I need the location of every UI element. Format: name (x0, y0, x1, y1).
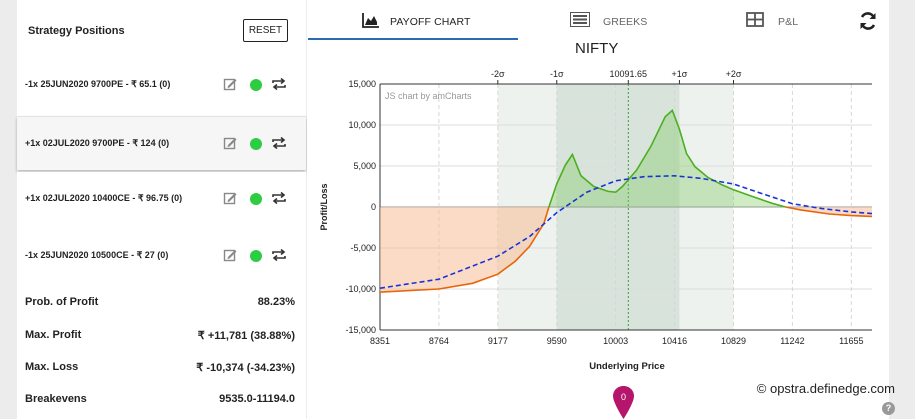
edit-icon[interactable] (222, 247, 238, 263)
tab-pnl[interactable]: P&L (737, 0, 837, 40)
strategy-positions-header: Strategy Positions RESET (17, 0, 306, 58)
copyright-text: © opstra.definedge.com (756, 381, 895, 396)
active-status-dot[interactable] (250, 79, 262, 91)
edit-icon[interactable] (222, 135, 238, 151)
x-tick-label: 11242 (780, 336, 804, 346)
stat-label: Max. Profit (25, 329, 82, 341)
tab-payoff-chart[interactable]: PAYOFF CHART (307, 0, 518, 40)
swap-icon[interactable] (271, 247, 287, 263)
stat-label: Max. Loss (25, 361, 79, 373)
swap-icon[interactable] (271, 190, 287, 206)
position-row[interactable]: -1x 25JUN2020 10500CE - ₹ 27 (0) (17, 229, 306, 283)
chart-panel: PAYOFF CHART GREEKS P&L NIFTY 15,000 10,0… (307, 0, 889, 419)
chart-title: NIFTY (575, 40, 619, 57)
swap-icon[interactable] (271, 76, 287, 92)
reset-button[interactable]: RESET (243, 19, 288, 42)
breakevens-row: Breakevens 9535.0-11194.0 (17, 389, 306, 409)
payoff-line-profit (548, 109, 786, 208)
stat-value: 88.23% (257, 296, 295, 308)
tab-greeks[interactable]: GREEKS (522, 0, 682, 40)
active-status-dot[interactable] (250, 193, 262, 205)
x-tick-label: 10416 (662, 336, 687, 346)
list-icon (570, 12, 590, 27)
x-tick-label: 10003 (603, 336, 628, 346)
x-tick-label: 9590 (547, 336, 567, 346)
payoff-line-loss (379, 206, 550, 293)
x-tick-label: 8764 (429, 336, 449, 346)
help-icon[interactable]: ? (882, 402, 895, 415)
prob-of-profit-row: Prob. of Profit 88.23% (17, 292, 306, 312)
pin-marker[interactable]: 0 (612, 385, 635, 419)
y-tick-label: -5,000 (350, 243, 376, 253)
x-tick-label: 10829 (721, 336, 746, 346)
sigma-label: +2σ (726, 69, 742, 79)
max-loss-row: Max. Loss ₹ -10,374 (-34.23%) (17, 357, 306, 377)
stat-value: ₹ +11,781 (38.88%) (197, 330, 295, 342)
sigma-label: -2σ (491, 69, 505, 79)
sigma-label: +1σ (672, 69, 688, 79)
y-tick-label: 5,000 (353, 161, 376, 171)
panel-title: Strategy Positions (28, 25, 125, 37)
table-icon (746, 12, 764, 27)
position-label: -1x 25JUN2020 9700PE - ₹ 65.1 (0) (25, 79, 171, 89)
max-profit-row: Max. Profit ₹ +11,781 (38.88%) (17, 325, 306, 345)
loss-area (380, 207, 549, 293)
area-chart-icon (362, 13, 379, 28)
position-row[interactable]: +1x 02JUL2020 9700PE - ₹ 124 (0) (17, 116, 306, 170)
y-tick-label: 15,000 (348, 79, 376, 89)
tab-label: PAYOFF CHART (390, 16, 471, 28)
sigma-label: -1σ (550, 69, 564, 79)
position-label: +1x 02JUL2020 10400CE - ₹ 96.75 (0) (25, 193, 183, 203)
y-axis-label: Profit/Loss (319, 183, 329, 230)
active-status-dot[interactable] (250, 250, 262, 262)
active-tab-indicator (308, 38, 518, 40)
edit-icon[interactable] (222, 190, 238, 206)
x-tick-label: 8351 (370, 336, 390, 346)
payoff-line-loss (785, 206, 873, 218)
position-row[interactable]: +1x 02JUL2020 10400CE - ₹ 96.75 (0) (17, 172, 306, 226)
y-tick-label: -15,000 (345, 325, 376, 335)
position-row[interactable]: -1x 25JUN2020 9700PE - ₹ 65.1 (0) (17, 58, 306, 112)
loss-area (785, 207, 872, 217)
sigma-label: 10091.65 (610, 69, 648, 79)
tab-label: P&L (778, 16, 799, 28)
stat-value: 9535.0-11194.0 (219, 393, 295, 405)
strategy-positions-panel: Strategy Positions RESET -1x 25JUN2020 9… (17, 0, 306, 419)
y-tick-label: -10,000 (345, 284, 376, 294)
swap-icon[interactable] (271, 135, 287, 151)
stat-value: ₹ -10,374 (-34.23%) (196, 362, 295, 374)
x-axis-label: Underlying Price (589, 361, 665, 372)
refresh-icon[interactable] (859, 11, 877, 31)
y-tick-label: 10,000 (348, 120, 376, 130)
chart-watermark: JS chart by amCharts (385, 91, 472, 101)
position-label: -1x 25JUN2020 10500CE - ₹ 27 (0) (25, 250, 169, 260)
target-day-line (379, 174, 873, 289)
position-label: +1x 02JUL2020 9700PE - ₹ 124 (0) (25, 138, 170, 148)
x-tick-label: 11655 (839, 336, 863, 346)
payoff-chart[interactable]: 15,000 10,000 5,000 0 -5,000 -10,000 -15,00083… (307, 62, 889, 377)
pin-label: 0 (620, 392, 626, 402)
edit-icon[interactable] (222, 76, 238, 92)
stat-label: Breakevens (25, 393, 87, 405)
stat-label: Prob. of Profit (25, 296, 99, 308)
y-tick-label: 0 (371, 202, 376, 212)
profit-area (548, 110, 786, 207)
tab-label: GREEKS (603, 16, 648, 28)
x-tick-label: 9177 (488, 336, 508, 346)
active-status-dot[interactable] (250, 138, 262, 150)
